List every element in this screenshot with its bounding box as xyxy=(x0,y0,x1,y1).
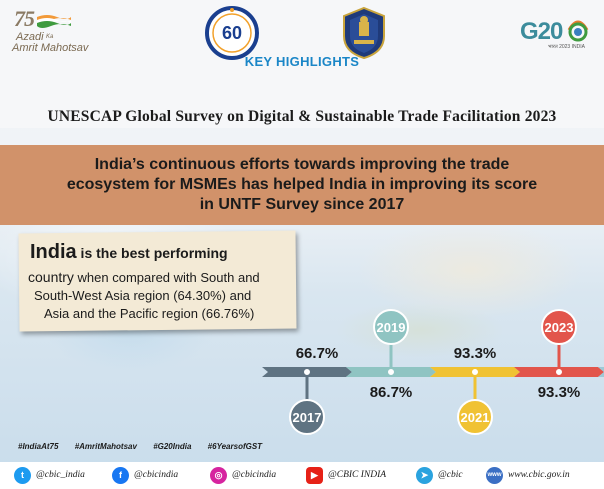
hashtag: #6YearsofGST xyxy=(207,442,263,451)
note-line-1: India is the best performing xyxy=(30,241,228,264)
note-line-2-rest: when compared with South and xyxy=(73,270,260,285)
hashtag: #G20India xyxy=(153,442,192,451)
twitter-icon: t xyxy=(14,466,31,484)
year-label: 2023 xyxy=(545,320,574,335)
g20-globe-icon xyxy=(567,20,589,42)
social-label: @cbic_india xyxy=(36,470,85,480)
banner-text: India’s continuous efforts towards impro… xyxy=(30,155,574,215)
year-bubble xyxy=(457,399,493,435)
g20-logo: G20 xyxy=(520,18,563,45)
note-line-4: Asia and the Pacific region (66.76%) xyxy=(44,306,255,321)
banner-line-3: in UNTF Survey since 2017 xyxy=(199,196,405,213)
social-youtube[interactable]: ▶ @CBIC INDIA xyxy=(306,465,386,485)
social-label: www.cbic.gov.in xyxy=(508,470,570,480)
note-india: India xyxy=(30,241,77,263)
timeline-node xyxy=(386,367,396,377)
note-line-3: South-West Asia region (64.30%) and xyxy=(34,288,252,303)
web-icon: www xyxy=(486,466,503,484)
azadi-logo-ka: Ka xyxy=(46,34,54,40)
facebook-icon: f xyxy=(112,466,129,484)
timeline-segment xyxy=(598,367,604,377)
key-highlights-heading: KEY HIGHLIGHTS xyxy=(244,54,360,69)
hashtag: #AmritMahotsav xyxy=(74,442,137,451)
social-twitter[interactable]: t @cbic_india xyxy=(14,465,85,485)
instagram-icon: ◎ xyxy=(210,466,227,484)
cbic-emblem xyxy=(343,6,385,60)
sixty-years-emblem: 60 xyxy=(205,6,259,60)
score-label: 86.7% xyxy=(370,384,413,401)
azadi-logo-text: Azadi xyxy=(16,31,44,43)
hashtags-row: #IndiaAt75 #AmritMahotsav #G20India #6Ye… xyxy=(18,442,276,451)
banner-line-2: ecosystem for MSMEs has helped India in … xyxy=(66,176,538,193)
telegram-icon: ➤ xyxy=(416,466,433,484)
header-band xyxy=(0,0,604,128)
social-label: @cbicindia xyxy=(134,470,179,480)
year-label: 2017 xyxy=(293,410,322,425)
hashtag: #IndiaAt75 xyxy=(18,442,59,451)
score-label: 66.7% xyxy=(296,345,339,362)
timeline-node xyxy=(554,367,564,377)
year-bubble xyxy=(289,399,325,435)
social-instagram[interactable]: ◎ @cbicindia xyxy=(210,465,276,485)
youtube-icon: ▶ xyxy=(306,466,323,484)
note-line-2: country when compared with South and xyxy=(28,269,260,285)
tricolor-flag-icon xyxy=(37,15,71,28)
azadi-logo-subtext: Amrit Mahotsav xyxy=(12,42,89,54)
social-label: @cbic xyxy=(438,470,463,480)
note-best-performing: is the best performing xyxy=(76,245,228,261)
highlight-banner xyxy=(0,145,604,225)
year-bubble xyxy=(541,309,577,345)
g20-subtitle: भारत 2023 INDIA xyxy=(548,44,585,50)
social-facebook[interactable]: f @cbicindia xyxy=(112,465,178,485)
social-label: @CBIC INDIA xyxy=(328,470,387,480)
sixty-text: 60 xyxy=(222,23,242,43)
note-country: country xyxy=(28,269,74,285)
score-label: 93.3% xyxy=(538,384,581,401)
score-label: 93.3% xyxy=(454,345,497,362)
year-bubble xyxy=(373,309,409,345)
score-timeline: 2017 66.7% 2019 86.7% 2021 93.3% 2023 93.3% xyxy=(262,309,604,435)
social-web[interactable]: www www.cbic.gov.in xyxy=(486,465,570,485)
year-label: 2019 xyxy=(377,320,406,335)
social-label: @cbicindia xyxy=(232,470,277,480)
timeline-node xyxy=(302,367,312,377)
social-bar xyxy=(0,462,604,489)
banner-line-1: India’s continuous efforts towards impro… xyxy=(94,156,510,173)
year-label: 2021 xyxy=(461,410,490,425)
timeline-node xyxy=(470,367,480,377)
social-telegram[interactable]: ➤ @cbic xyxy=(416,465,463,485)
survey-title: UNESCAP Global Survey on Digital & Susta… xyxy=(47,108,557,125)
azadi-logo-number: 75 xyxy=(14,6,35,31)
